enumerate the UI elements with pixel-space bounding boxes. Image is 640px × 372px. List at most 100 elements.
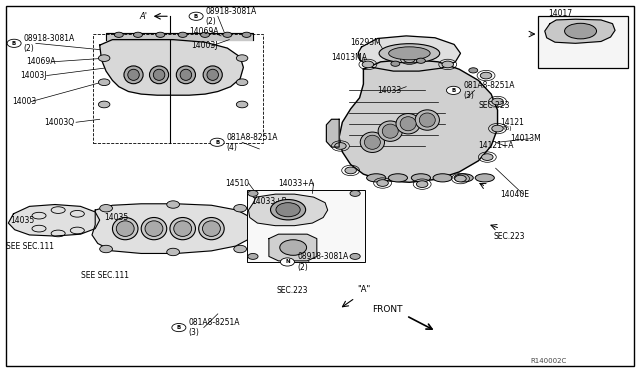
Circle shape <box>234 245 246 253</box>
Polygon shape <box>106 33 253 39</box>
Ellipse shape <box>150 66 169 84</box>
Circle shape <box>242 32 251 37</box>
Circle shape <box>345 167 356 174</box>
Text: N: N <box>285 260 290 264</box>
Text: B: B <box>215 140 220 145</box>
Bar <box>93 34 262 143</box>
Text: 14003: 14003 <box>12 97 36 106</box>
Polygon shape <box>326 119 339 147</box>
Ellipse shape <box>364 135 380 149</box>
Circle shape <box>417 181 428 187</box>
Polygon shape <box>358 36 461 71</box>
Text: 14069A: 14069A <box>189 26 219 36</box>
Ellipse shape <box>271 199 306 220</box>
Text: 08918-3081A
(2): 08918-3081A (2) <box>24 33 75 53</box>
Text: B: B <box>177 325 181 330</box>
Text: 14033+B: 14033+B <box>251 197 287 206</box>
Ellipse shape <box>145 221 163 236</box>
Text: 081A8-8251A
(3): 081A8-8251A (3) <box>188 318 240 337</box>
Bar <box>246 190 365 262</box>
Ellipse shape <box>198 218 224 240</box>
Text: 14017: 14017 <box>548 9 573 18</box>
Text: 16293M: 16293M <box>351 38 381 47</box>
Text: 08918-3081A
(2): 08918-3081A (2) <box>297 252 348 272</box>
Text: 14003J: 14003J <box>20 71 46 80</box>
Text: SEE SEC.111: SEE SEC.111 <box>6 241 54 250</box>
Circle shape <box>236 55 248 61</box>
Text: 081A8-8251A
(4): 081A8-8251A (4) <box>227 132 278 152</box>
Text: 14121+A: 14121+A <box>478 141 514 151</box>
Ellipse shape <box>154 69 165 80</box>
Ellipse shape <box>280 240 307 255</box>
Circle shape <box>417 58 426 63</box>
Circle shape <box>234 205 246 212</box>
Circle shape <box>391 61 400 66</box>
Text: R140002C: R140002C <box>531 358 567 364</box>
Circle shape <box>492 98 503 105</box>
Ellipse shape <box>379 44 440 63</box>
Circle shape <box>481 154 493 160</box>
Ellipse shape <box>180 69 191 80</box>
Ellipse shape <box>433 174 452 182</box>
Text: SEE SEC.111: SEE SEC.111 <box>81 271 129 280</box>
Ellipse shape <box>475 174 494 182</box>
Circle shape <box>350 253 360 259</box>
Ellipse shape <box>454 174 473 182</box>
Circle shape <box>404 56 415 62</box>
Circle shape <box>115 32 124 37</box>
Text: "A": "A" <box>357 285 371 294</box>
Ellipse shape <box>412 174 431 182</box>
Polygon shape <box>92 204 256 253</box>
Ellipse shape <box>203 66 222 84</box>
Circle shape <box>442 61 454 68</box>
Polygon shape <box>100 39 243 95</box>
Ellipse shape <box>382 124 398 138</box>
Circle shape <box>100 245 113 253</box>
Text: B: B <box>451 88 456 93</box>
Circle shape <box>280 258 294 266</box>
Text: 14035: 14035 <box>10 216 35 225</box>
Text: 14121: 14121 <box>500 118 524 127</box>
Ellipse shape <box>367 174 386 182</box>
Ellipse shape <box>415 110 440 130</box>
Ellipse shape <box>202 221 220 236</box>
Text: SEC.223: SEC.223 <box>493 231 525 241</box>
Circle shape <box>362 61 374 68</box>
Text: 14013M: 14013M <box>510 134 541 143</box>
Text: 14510: 14510 <box>225 179 250 187</box>
Circle shape <box>134 32 143 37</box>
Circle shape <box>100 205 113 212</box>
Circle shape <box>172 324 186 332</box>
Text: 14003Q: 14003Q <box>44 118 74 127</box>
Circle shape <box>455 175 467 182</box>
Ellipse shape <box>176 66 195 84</box>
Text: 081A8-8251A
(3): 081A8-8251A (3) <box>463 81 515 100</box>
Circle shape <box>210 138 224 146</box>
Text: A': A' <box>140 12 148 21</box>
Ellipse shape <box>378 121 403 141</box>
Ellipse shape <box>276 203 300 217</box>
Circle shape <box>167 248 179 256</box>
Circle shape <box>99 101 110 108</box>
Ellipse shape <box>116 221 134 236</box>
Text: 08918-3081A
(2): 08918-3081A (2) <box>205 7 257 26</box>
Circle shape <box>7 39 21 47</box>
Text: 14013MA: 14013MA <box>332 52 367 61</box>
Ellipse shape <box>388 47 430 60</box>
Polygon shape <box>339 59 497 182</box>
Polygon shape <box>269 234 317 261</box>
Circle shape <box>248 190 258 196</box>
Polygon shape <box>248 194 328 226</box>
Text: 14003J: 14003J <box>191 41 218 51</box>
Circle shape <box>377 180 388 186</box>
Text: B: B <box>12 41 16 46</box>
Ellipse shape <box>419 113 435 127</box>
Ellipse shape <box>360 132 385 153</box>
Ellipse shape <box>141 218 167 240</box>
Circle shape <box>189 12 203 20</box>
Text: (6): (6) <box>504 126 513 131</box>
Circle shape <box>236 79 248 86</box>
Ellipse shape <box>207 69 218 80</box>
Polygon shape <box>545 19 615 43</box>
Bar <box>538 16 628 68</box>
